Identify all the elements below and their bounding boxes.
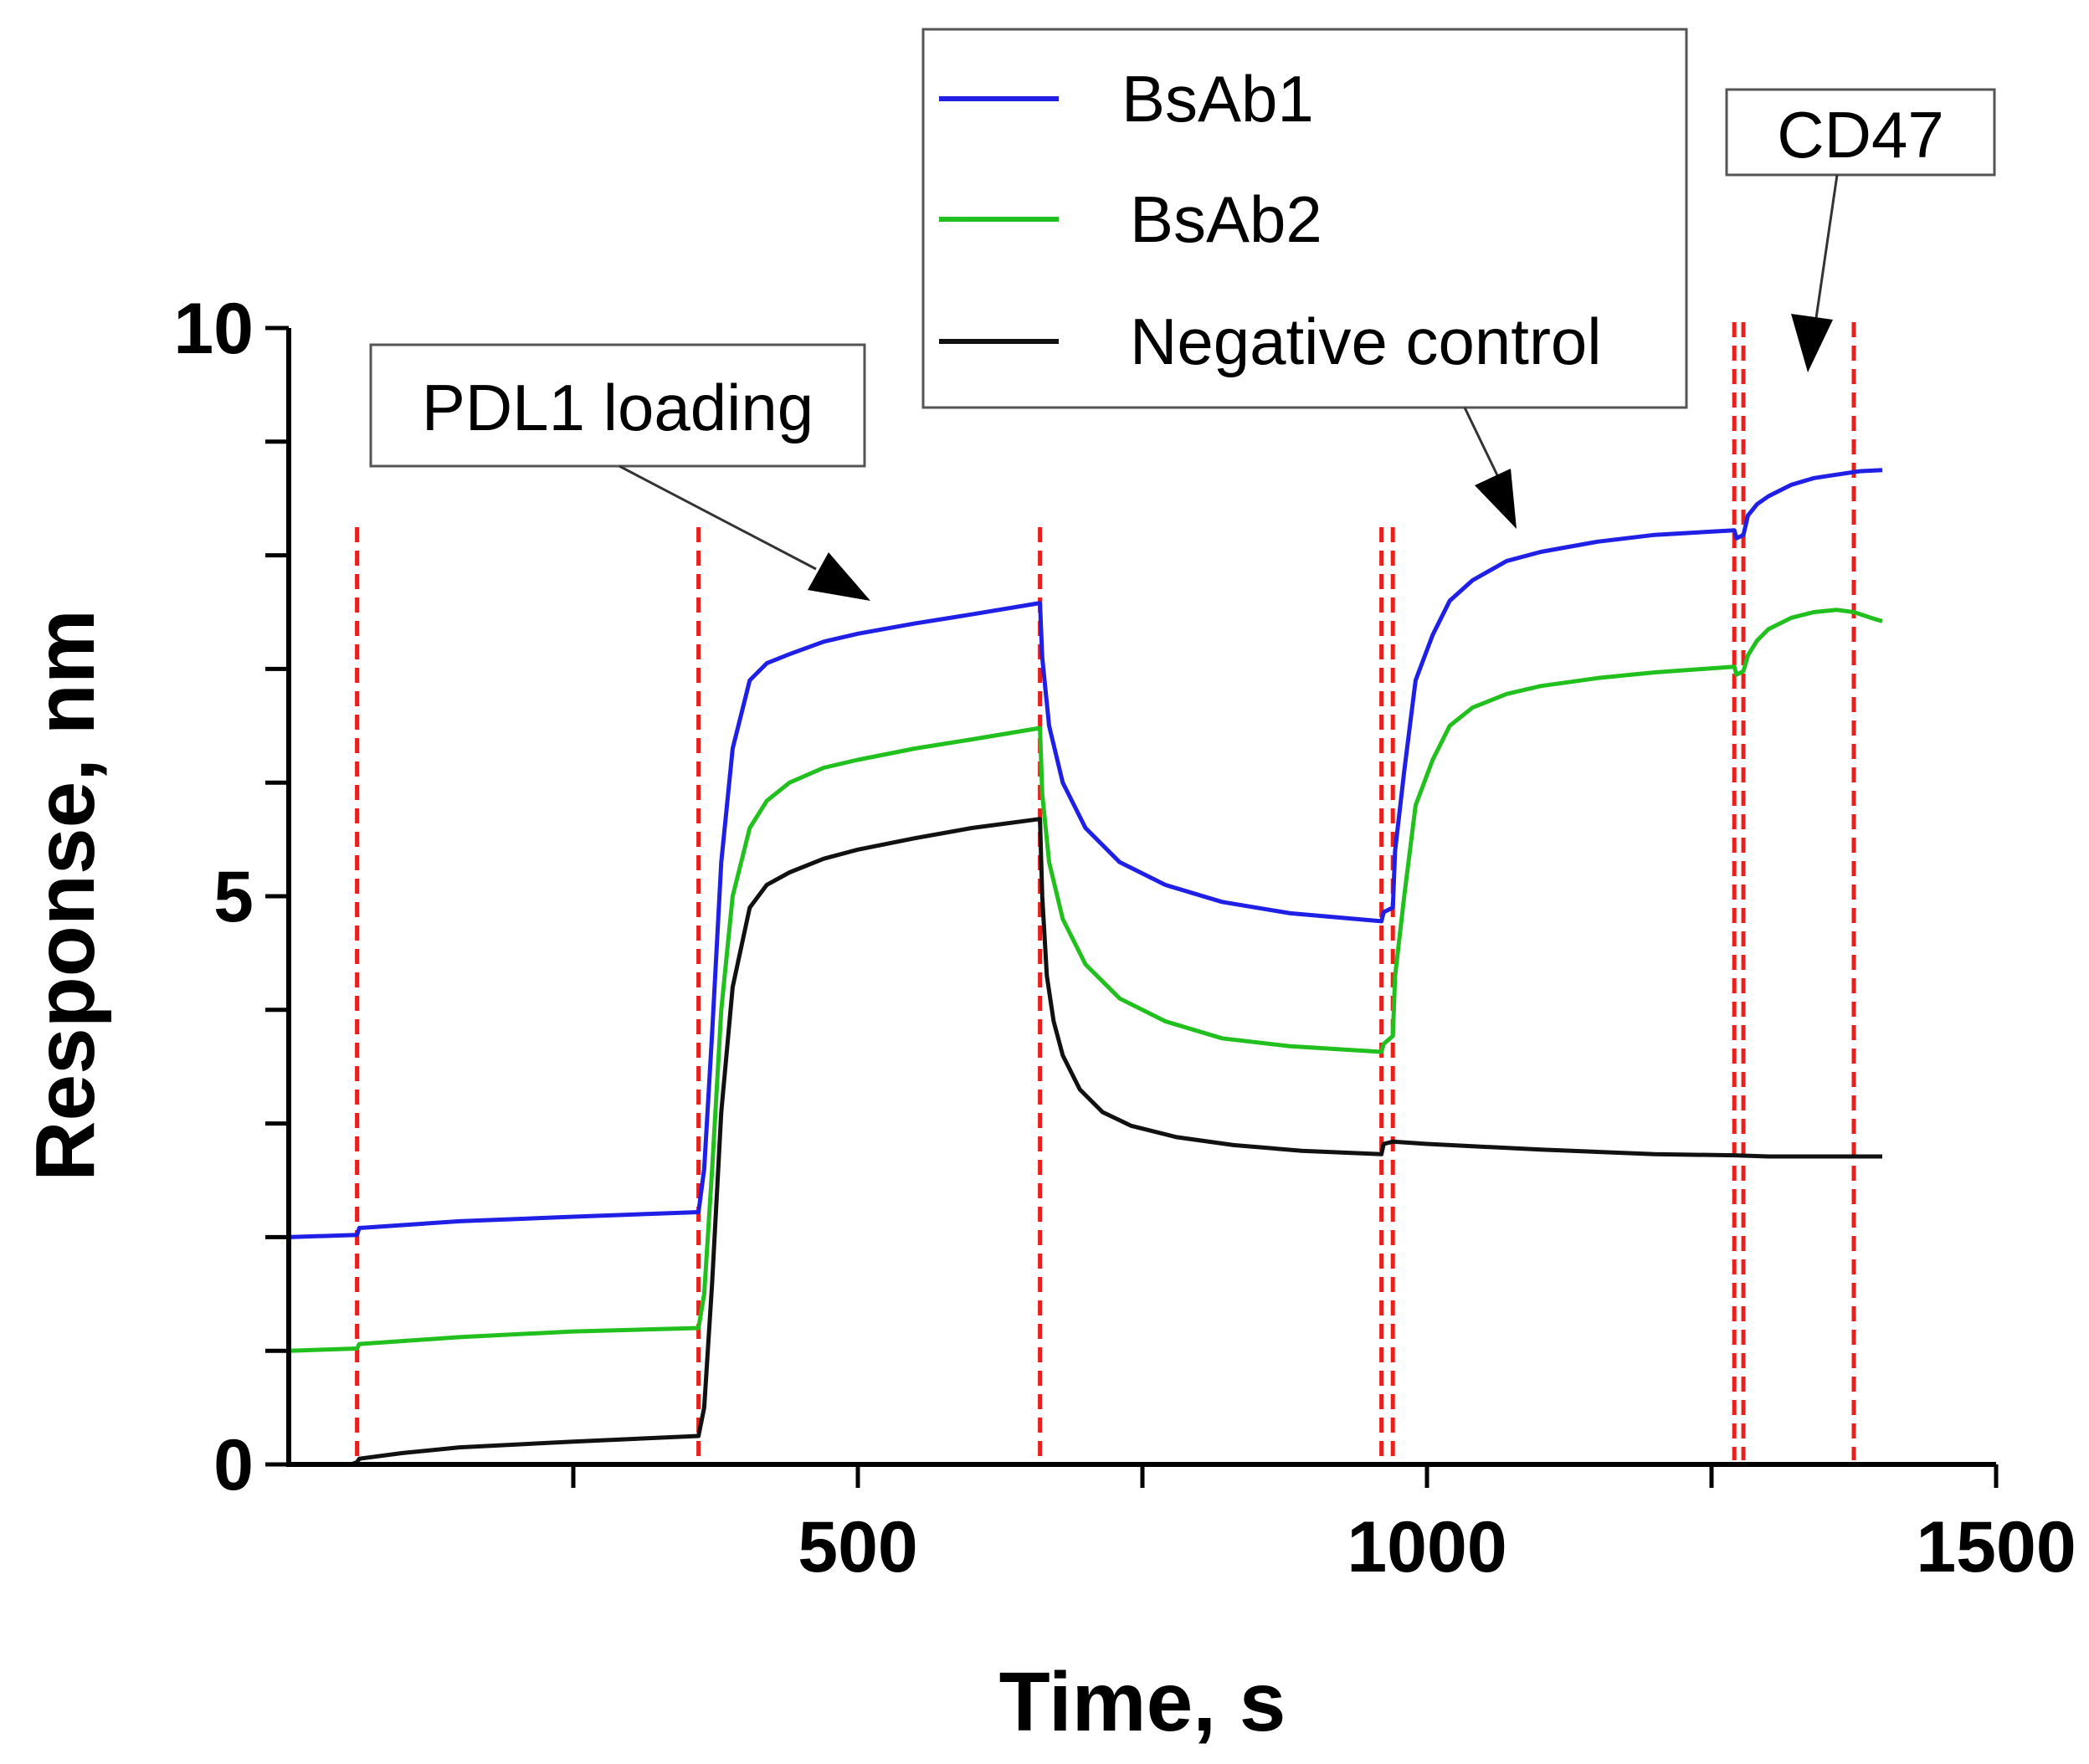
series-line-bsab1 — [288, 468, 1883, 1239]
pdl1-arrow-line — [618, 464, 817, 571]
legend-label-2: Negative control — [1130, 305, 1602, 378]
step-boundaries — [355, 322, 1856, 1460]
pdl1-label-box — [369, 343, 866, 468]
legend-arrow-head — [1475, 469, 1517, 529]
series-line-negative-control — [289, 817, 1882, 1467]
annotation-cd47: CD47 — [1725, 88, 1996, 372]
annotation-pdl1: PDL1 loading — [369, 343, 870, 601]
axes — [286, 328, 1996, 1467]
legend: BsAb1 BsAb2 Negative control — [921, 28, 1688, 529]
y-tick-label-5: 5 — [213, 857, 254, 937]
cd47-arrow-line — [1814, 174, 1839, 319]
series-layer — [288, 468, 1883, 1467]
legend-label-1: BsAb2 — [1130, 182, 1322, 256]
pdl1-label: PDL1 loading — [422, 371, 814, 444]
cd47-label-box — [1725, 88, 1996, 177]
legend-label-0: BsAb1 — [1121, 62, 1314, 136]
x-tick-label-1000: 1000 — [1347, 1507, 1506, 1587]
y-axis-title: Response, nm — [18, 609, 112, 1182]
pdl1-arrow-head — [808, 552, 870, 601]
cd47-arrow-head — [1791, 314, 1833, 372]
ticks: 500 1000 1500 0 5 10 — [173, 289, 2076, 1587]
series-line-bsab2 — [288, 608, 1883, 1353]
legend-items: BsAb1 BsAb2 Negative control — [939, 62, 1602, 378]
cd47-label: CD47 — [1777, 98, 1943, 172]
y-tick-label-10: 10 — [173, 289, 254, 369]
x-axis-title: Time, s — [999, 1655, 1286, 1749]
x-tick-label-1500: 1500 — [1916, 1507, 2076, 1587]
x-tick-label-500: 500 — [798, 1507, 918, 1587]
legend-arrow-line — [1463, 407, 1500, 478]
y-tick-label-0: 0 — [213, 1425, 254, 1505]
